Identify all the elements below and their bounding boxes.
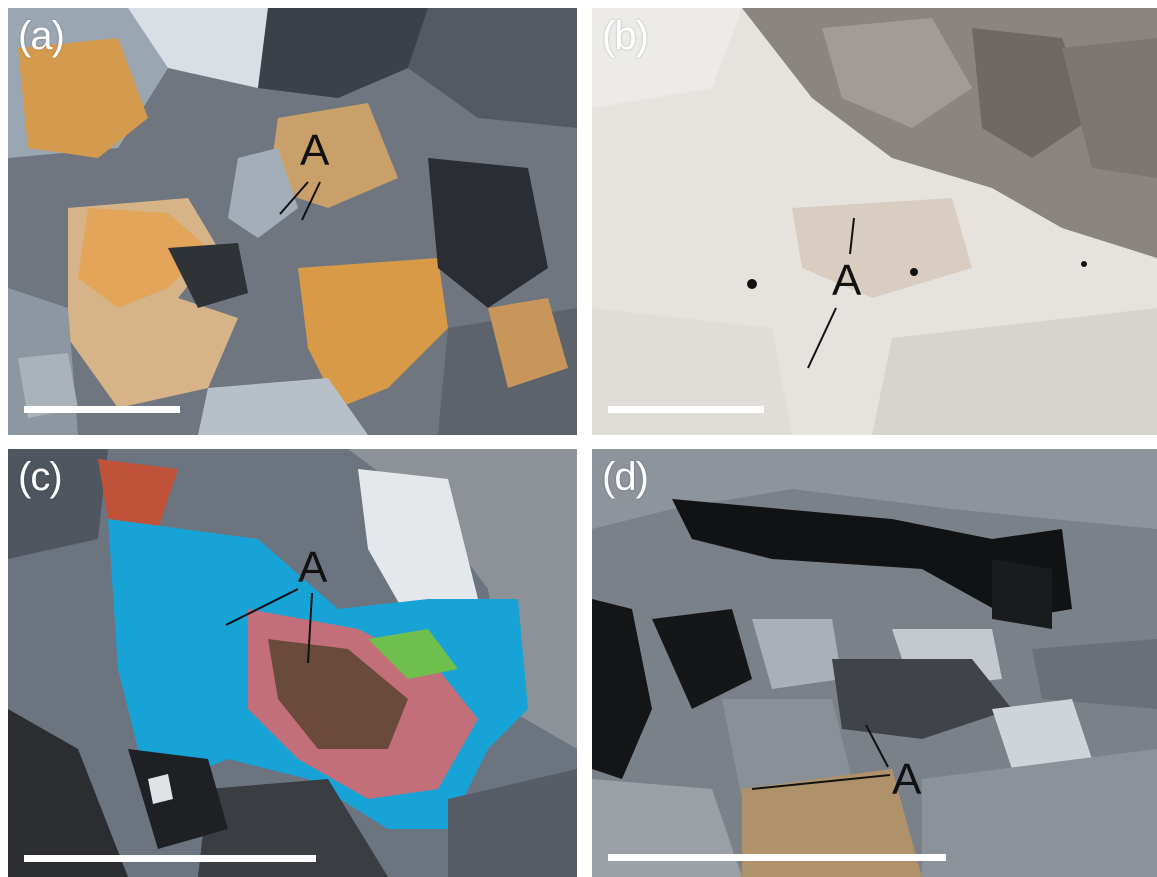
micrograph-image-a [8,8,577,435]
micrograph-panel-a: (a) A [8,8,577,435]
scale-bar-d [608,854,946,861]
micrograph-panel-b: (b) A [592,8,1157,435]
scale-bar-b [608,406,764,413]
micrograph-image-b [592,8,1157,435]
annotation-b: A [832,256,862,305]
scale-bar-a [24,406,180,413]
micrograph-panel-c: (c) A [8,449,577,877]
micrograph-image-d [592,449,1157,877]
panel-label-c: (c) [18,455,63,499]
panel-label-b: (b) [602,14,649,58]
scale-bar-c [24,855,316,862]
annotation-c: A [298,543,328,592]
micrograph-image-c [8,449,577,877]
micrograph-panel-d: (d) A [592,449,1157,877]
annotation-d: A [892,755,922,804]
panel-label-a: (a) [18,14,65,58]
panel-label-d: (d) [602,455,649,499]
annotation-a: A [300,126,330,175]
